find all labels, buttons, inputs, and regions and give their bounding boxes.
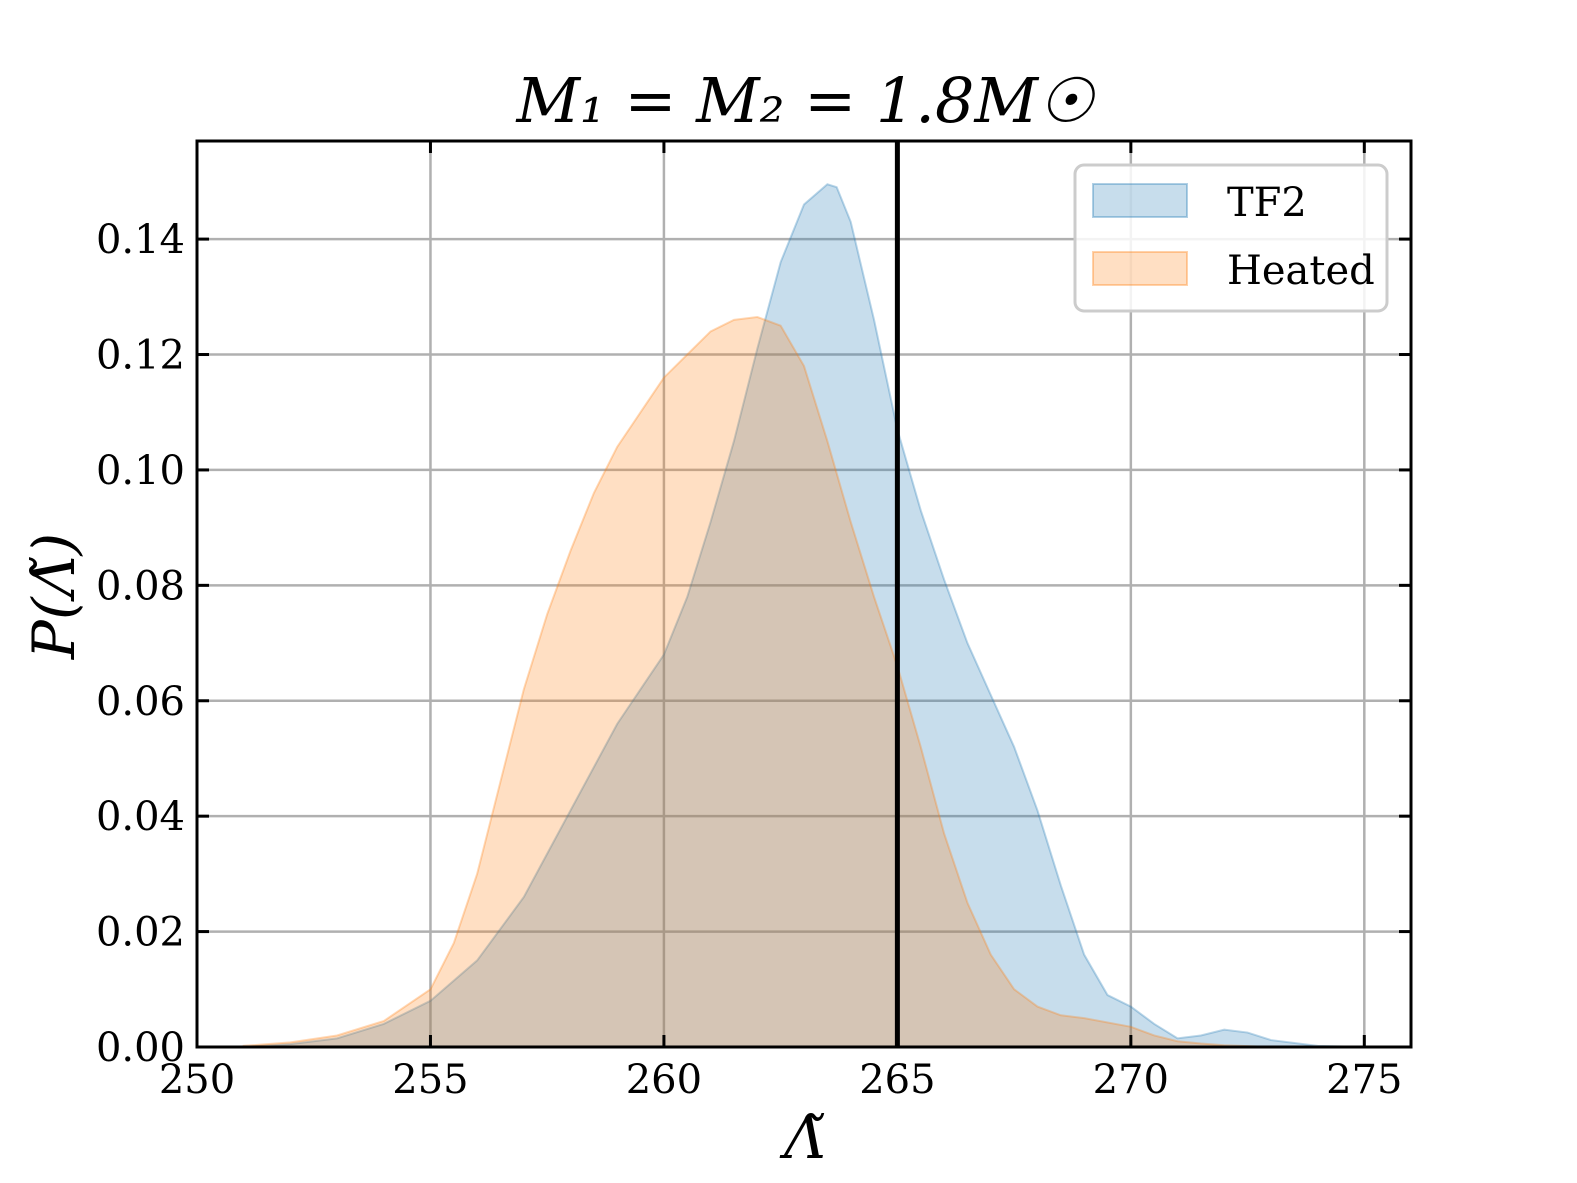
x-axis-label: Λ̃ [779,1104,826,1172]
y-tick-label: 0.06 [96,679,185,725]
plot-frame [195,139,1413,1049]
y-tick-label: 0.02 [96,910,185,956]
y-tick-label: 0.08 [96,563,185,609]
y-tick-label: 0.04 [96,794,185,840]
y-tick-label: 0.00 [96,1025,185,1071]
axes-border [195,139,1413,1049]
legend-label-heated: Heated [1227,248,1375,294]
y-tick-label: 0.12 [96,333,185,379]
y-tick-labels: 0.00 0.02 0.04 0.06 0.08 0.10 0.12 0.14 [96,217,185,1071]
y-tick-label: 0.10 [96,448,185,494]
x-tick-labels: 250 255 260 265 270 275 [159,1057,1403,1103]
x-tick-label: 250 [159,1057,235,1103]
x-tick-label: 270 [1093,1057,1169,1103]
x-tick-label: 260 [626,1057,702,1103]
x-tick-label: 255 [392,1057,468,1103]
series-area-tf2 [243,183,1365,1048]
tick-marks [195,141,1411,1049]
y-tick-label: 0.14 [96,217,185,263]
series-area-heated [242,315,1271,1048]
chart-title: M₁ = M₂ = 1.8M☉ [515,64,1095,137]
legend: TF2 Heated [1073,163,1389,313]
y-axis-label: P(Λ̃) [20,533,88,660]
legend-label-tf2: TF2 [1227,180,1307,226]
legend-swatch-heated [1092,251,1188,286]
x-tick-label: 265 [859,1057,935,1103]
series-areas [242,183,1365,1048]
legend-box [1073,163,1389,313]
legend-swatch-tf2 [1092,183,1188,218]
x-tick-label: 275 [1326,1057,1402,1103]
